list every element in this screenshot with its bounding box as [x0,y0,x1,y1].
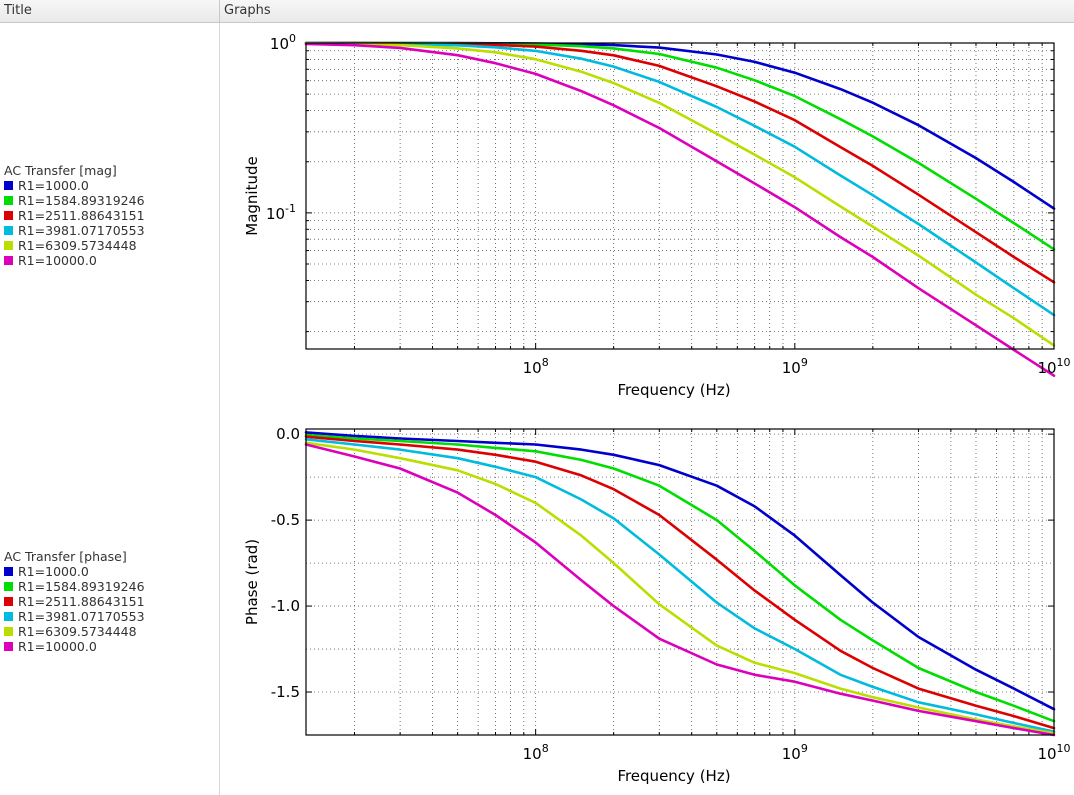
series-lines [304,431,1056,737]
legend-swatch [4,567,13,576]
magnitude-legend: AC Transfer [mag] R1=1000.0 R1=1584.8931… [4,163,145,268]
plot-frame [305,42,1055,350]
legend-label: R1=1000.0 [18,178,89,193]
legend-item: R1=1584.89319246 [4,193,145,208]
legend-swatch [4,226,13,235]
gridlines [306,429,1055,736]
y-tick-label: -0.5 [271,511,300,529]
y-tick-label: -1.0 [271,597,300,615]
legend-label: R1=1000.0 [18,564,89,579]
legend-item: R1=10000.0 [4,639,145,654]
series-line-1 [304,431,1056,711]
phase-legend: AC Transfer [phase] R1=1000.0 R1=1584.89… [4,549,145,654]
phase-chart: 108 109 1010 0.0 -0.5 -1.0 -1.5 Frequency (Hz) P… [243,425,1071,785]
legend-swatch [4,196,13,205]
legend-item: R1=2511.88643151 [4,594,145,609]
series-line-3 [304,41,1056,284]
legend-label: R1=2511.88643151 [18,208,145,223]
series-line-5 [304,42,1056,347]
legend-swatch [4,181,13,190]
gridlines [306,42,1055,349]
legend-pane: AC Transfer [mag] R1=1000.0 R1=1584.8931… [0,23,220,795]
series-lines [304,41,1056,378]
series-line-2 [304,433,1056,723]
legend-title: AC Transfer [phase] [4,549,127,564]
x-tick-label: 108 [523,742,549,763]
y-tick-label: 10-1 [266,202,296,223]
legend-item: R1=3981.07170553 [4,223,145,238]
legend-label: R1=2511.88643151 [18,594,145,609]
legend-label: R1=3981.07170553 [18,223,145,238]
legend-item: R1=1584.89319246 [4,579,145,594]
series-line-1 [304,41,1056,210]
graphs-column-header[interactable]: Graphs [224,3,271,18]
legend-label: R1=6309.5734448 [18,624,137,639]
plot-frame [305,428,1055,736]
x-axis-label: Frequency (Hz) [617,767,730,785]
legend-swatch [4,612,13,621]
legend-item: R1=6309.5734448 [4,624,145,639]
y-tick-label: -1.5 [271,683,300,701]
series-line-3 [304,435,1056,730]
legend-title: AC Transfer [mag] [4,163,117,178]
x-tick-label: 1010 [1037,742,1070,763]
legend-item: R1=1000.0 [4,178,145,193]
x-tick-label: 1010 [1037,356,1070,377]
series-line-5 [304,441,1056,735]
x-tick-label: 108 [523,356,549,377]
x-tick-label: 109 [782,742,808,763]
legend-swatch [4,597,13,606]
legend-swatch [4,582,13,591]
y-tick-label: 0.0 [276,425,300,443]
legend-item: R1=6309.5734448 [4,238,145,253]
y-tick-label: 100 [270,32,296,53]
title-column-header[interactable]: Title [0,0,220,22]
y-axis-label: Phase (rad) [243,539,261,625]
legend-label: R1=3981.07170553 [18,609,145,624]
magnitude-chart: 108 109 1010 100 10-1 Frequency (Hz) Magnitude [243,32,1071,399]
series-line-4 [304,437,1056,733]
legend-label: R1=1584.89319246 [18,579,145,594]
legend-item: R1=3981.07170553 [4,609,145,624]
series-line-6 [304,42,1056,378]
y-axis-label: Magnitude [243,156,261,235]
legend-label: R1=10000.0 [18,639,97,654]
column-header: Title Graphs [0,0,1074,23]
series-line-4 [304,41,1056,317]
legend-swatch [4,211,13,220]
x-tick-label: 109 [782,356,808,377]
legend-swatch [4,627,13,636]
legend-item: R1=10000.0 [4,253,145,268]
legend-label: R1=6309.5734448 [18,238,137,253]
legend-swatch [4,241,13,250]
legend-item: R1=2511.88643151 [4,208,145,223]
legend-swatch [4,642,13,651]
series-line-6 [304,443,1056,737]
legend-swatch [4,256,13,265]
legend-label: R1=1584.89319246 [18,193,145,208]
x-axis-label: Frequency (Hz) [617,381,730,399]
legend-label: R1=10000.0 [18,253,97,268]
legend-item: R1=1000.0 [4,564,145,579]
